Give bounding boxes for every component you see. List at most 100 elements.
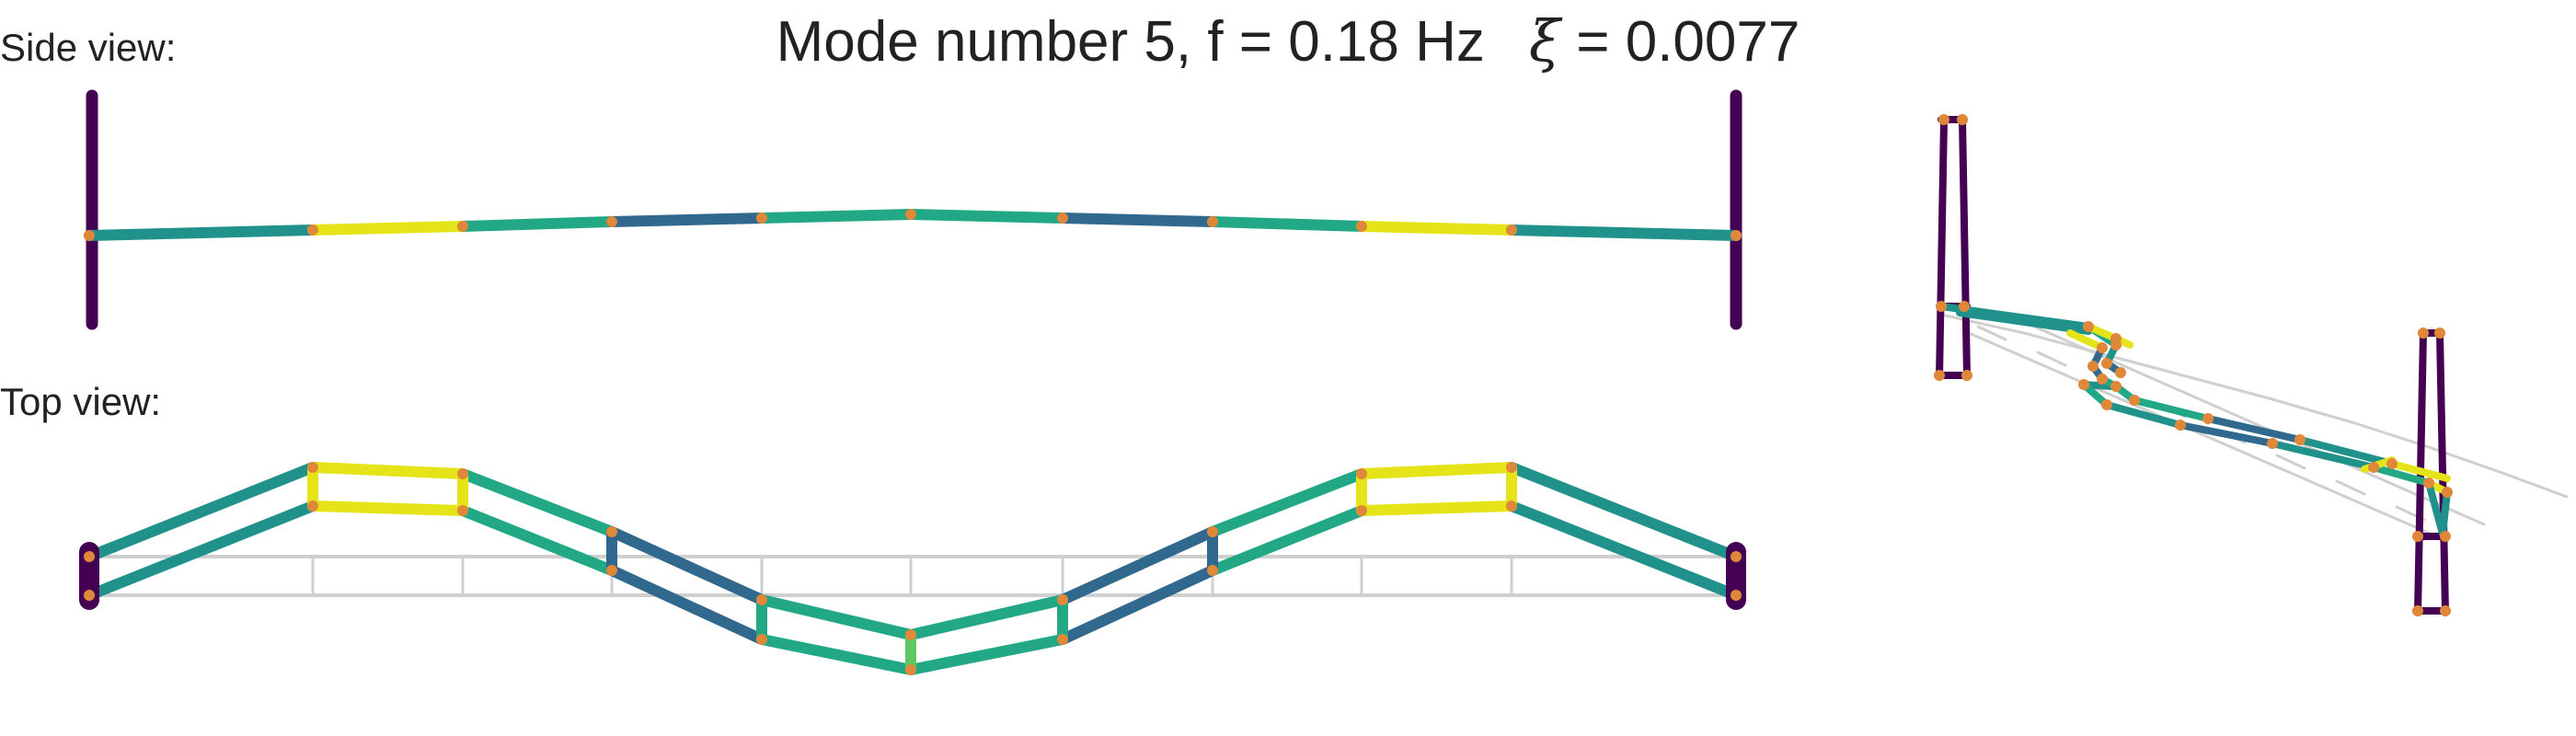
nodes — [84, 114, 2453, 675]
side-node — [1207, 216, 1218, 227]
side-node — [1506, 224, 1517, 236]
top-node — [1506, 500, 1517, 512]
top-node — [307, 500, 318, 512]
3d-node — [2440, 531, 2451, 542]
side-node — [1731, 230, 1742, 241]
3d-node — [2101, 399, 2112, 410]
top-chord-south — [457, 505, 617, 576]
3d-tower-left-leg — [1959, 116, 1971, 381]
top-chord-north — [84, 462, 318, 562]
top-node — [1057, 634, 1068, 645]
side-node — [606, 216, 617, 227]
top-chord-south — [756, 634, 916, 675]
3d-deck-member — [2439, 489, 2451, 537]
3d-node — [2101, 358, 2112, 369]
top-chord-south — [1207, 505, 1367, 576]
3d-grid-rung — [1976, 325, 2007, 341]
top-node — [1207, 526, 1218, 537]
3d-deck-member — [2066, 329, 2106, 351]
side-deck-segment — [1057, 213, 1218, 227]
3d-node — [2418, 328, 2429, 339]
3d-deck-member — [2103, 401, 2184, 429]
3d-node — [1959, 301, 1970, 312]
top-chord-south — [1506, 500, 1742, 601]
3d-node — [2434, 328, 2445, 339]
side-deck-segment — [1356, 221, 1517, 236]
top-chord-south — [307, 500, 468, 516]
side-node — [307, 224, 318, 236]
3d-node — [2087, 361, 2099, 372]
top-chord-north — [606, 526, 767, 605]
top-chord-south — [84, 500, 318, 601]
side-deck-segment — [1207, 216, 1367, 232]
3d-node — [2097, 342, 2108, 353]
3d-node — [2294, 434, 2306, 445]
3d-deck-member — [2370, 464, 2432, 487]
3d-node — [1961, 370, 1972, 381]
3d-node — [2115, 367, 2126, 378]
side-deck-segment — [1506, 224, 1742, 241]
3d-node — [2083, 321, 2094, 332]
3d-node — [2440, 605, 2451, 616]
3d-node — [2129, 395, 2140, 406]
top-chord-north — [1356, 462, 1517, 479]
3d-grid-line — [2022, 320, 2486, 526]
top-node — [1731, 551, 1742, 562]
side-deck-segment — [606, 213, 767, 227]
side-deck-segment — [307, 221, 468, 236]
3d-node — [2386, 458, 2398, 469]
top-chord-south — [905, 634, 1068, 675]
top-node — [606, 565, 617, 576]
top-chord-north — [1506, 462, 1742, 562]
side-node — [1356, 221, 1367, 232]
3d-node — [2368, 462, 2379, 473]
title-damping-symbol: ξ — [1528, 7, 1561, 75]
top-chord-north — [905, 594, 1068, 640]
top-chord-north — [1207, 468, 1367, 537]
3d-node — [1957, 114, 1968, 125]
side-deck-segment — [457, 216, 617, 232]
top-node — [307, 462, 318, 473]
top-node — [1506, 462, 1517, 473]
3d-deck-member — [1956, 309, 2092, 335]
top-node — [1057, 594, 1068, 605]
deformed-members — [79, 89, 2451, 675]
3d-node — [2110, 339, 2122, 351]
3d-node — [2412, 531, 2423, 542]
3d-grid-line — [2105, 353, 2191, 379]
3d-grid-line — [2353, 421, 2431, 449]
top-node — [905, 629, 916, 640]
3d-node — [2110, 381, 2122, 392]
top-chord-north — [756, 594, 916, 640]
top-node — [756, 634, 767, 645]
top-chord-north — [307, 462, 468, 479]
top-node — [1207, 565, 1218, 576]
3d-deck-member — [2204, 415, 2304, 443]
top-node — [457, 505, 468, 516]
3d-node — [2175, 420, 2186, 431]
3d-grid-line — [2188, 375, 2274, 401]
3d-grid-line — [2271, 397, 2357, 425]
side-deck-segment — [84, 224, 318, 241]
3d-deck-member — [2388, 460, 2451, 482]
top-node — [905, 664, 916, 675]
3d-deck-member — [2296, 436, 2396, 467]
3d-node — [2097, 374, 2108, 385]
3d-tower-left-leg — [1936, 116, 1948, 381]
3d-deck-member — [2131, 397, 2212, 422]
side-node — [905, 209, 916, 220]
top-node — [84, 590, 95, 601]
3d-grid-rung — [2335, 479, 2366, 496]
top-node — [756, 594, 767, 605]
top-node — [1356, 505, 1367, 516]
3d-grid-rung — [2275, 454, 2306, 470]
3d-node — [2202, 413, 2214, 424]
3d-deck-member — [2177, 421, 2276, 447]
3d-node — [2442, 487, 2453, 498]
top-chord-north — [457, 468, 617, 537]
3d-deck-member — [2269, 440, 2377, 471]
top-chord-south — [1356, 500, 1517, 516]
3d-node — [1934, 370, 1945, 381]
3d-grid-line — [1967, 331, 2449, 543]
